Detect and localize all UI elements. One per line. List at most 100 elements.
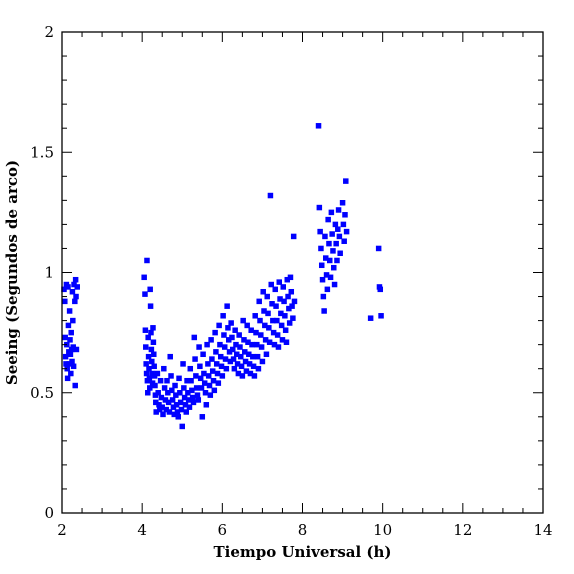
data-point xyxy=(66,361,72,367)
data-point xyxy=(204,341,210,348)
y-tick-label: 0 xyxy=(44,504,54,522)
data-point xyxy=(207,392,214,398)
data-point xyxy=(230,346,236,353)
data-point xyxy=(151,373,158,379)
data-point xyxy=(214,370,221,377)
data-point xyxy=(72,298,78,305)
data-point xyxy=(274,317,280,324)
data-point xyxy=(73,346,80,353)
data-point xyxy=(189,387,195,394)
data-point xyxy=(152,392,159,398)
x-tick-label: 10 xyxy=(373,521,392,539)
data-point xyxy=(211,387,218,394)
data-point xyxy=(169,397,176,403)
x-axis-label: Tiempo Universal (h) xyxy=(213,543,391,561)
data-point xyxy=(167,353,173,360)
x-tick-label: 6 xyxy=(218,521,228,539)
data-point xyxy=(265,310,271,317)
data-point xyxy=(315,123,322,129)
data-point xyxy=(161,365,167,372)
data-point xyxy=(205,361,211,367)
data-point xyxy=(318,262,325,269)
data-point xyxy=(271,341,278,348)
data-point xyxy=(209,368,216,374)
data-point xyxy=(254,341,260,348)
data-point xyxy=(264,293,270,300)
data-point xyxy=(320,293,327,300)
data-point xyxy=(152,382,158,389)
data-point xyxy=(238,353,244,360)
data-point xyxy=(321,308,327,314)
data-point xyxy=(147,286,153,293)
data-point xyxy=(342,212,348,218)
data-point xyxy=(250,353,256,360)
data-point xyxy=(317,228,323,235)
data-point xyxy=(275,344,282,350)
data-point xyxy=(217,341,223,348)
data-point xyxy=(232,327,238,333)
data-point xyxy=(254,353,261,360)
data-point xyxy=(260,288,266,295)
data-point xyxy=(65,322,72,329)
data-point xyxy=(278,322,285,329)
x-tick-label: 8 xyxy=(298,521,308,539)
data-point xyxy=(283,339,290,345)
data-point xyxy=(241,337,247,343)
data-point xyxy=(252,313,258,319)
data-point xyxy=(185,390,191,396)
data-point xyxy=(150,339,157,345)
data-point xyxy=(61,286,67,293)
data-point xyxy=(145,353,152,360)
data-point xyxy=(165,390,171,396)
data-point xyxy=(229,334,235,341)
points-layer xyxy=(61,123,384,430)
data-point xyxy=(282,327,289,333)
data-point xyxy=(332,221,339,228)
data-point xyxy=(245,339,251,345)
data-point xyxy=(165,399,172,406)
data-point xyxy=(249,341,255,348)
data-point xyxy=(259,358,266,365)
data-point xyxy=(163,406,169,413)
data-point xyxy=(192,356,198,362)
data-point xyxy=(236,332,242,338)
data-point xyxy=(156,402,162,408)
data-point xyxy=(244,322,250,329)
data-point xyxy=(247,370,254,377)
data-point xyxy=(196,344,202,350)
data-point xyxy=(184,377,190,384)
data-point xyxy=(328,209,335,216)
data-point xyxy=(181,385,187,391)
data-point xyxy=(187,365,194,372)
data-point xyxy=(286,305,292,312)
data-point xyxy=(67,337,73,343)
data-point xyxy=(173,392,179,398)
data-point xyxy=(327,257,333,264)
data-point xyxy=(74,284,80,290)
data-point xyxy=(251,373,258,379)
data-point xyxy=(142,291,148,297)
data-point xyxy=(242,349,248,355)
data-point xyxy=(339,200,346,206)
data-point xyxy=(208,337,214,343)
data-point xyxy=(217,353,224,360)
data-point xyxy=(343,178,349,184)
data-point xyxy=(146,375,153,382)
data-point xyxy=(151,363,157,370)
data-point xyxy=(181,394,188,401)
data-point xyxy=(183,409,190,415)
data-point xyxy=(266,339,273,345)
data-point xyxy=(145,390,151,396)
data-point xyxy=(158,394,165,401)
data-point xyxy=(67,351,74,358)
y-tick-label: 1.5 xyxy=(30,143,54,161)
data-point xyxy=(268,281,274,288)
data-point xyxy=(141,274,147,281)
data-point xyxy=(230,356,237,362)
data-point xyxy=(277,296,283,302)
data-point xyxy=(153,399,159,406)
data-point xyxy=(262,337,269,343)
data-point xyxy=(171,411,177,418)
data-point xyxy=(210,377,217,384)
